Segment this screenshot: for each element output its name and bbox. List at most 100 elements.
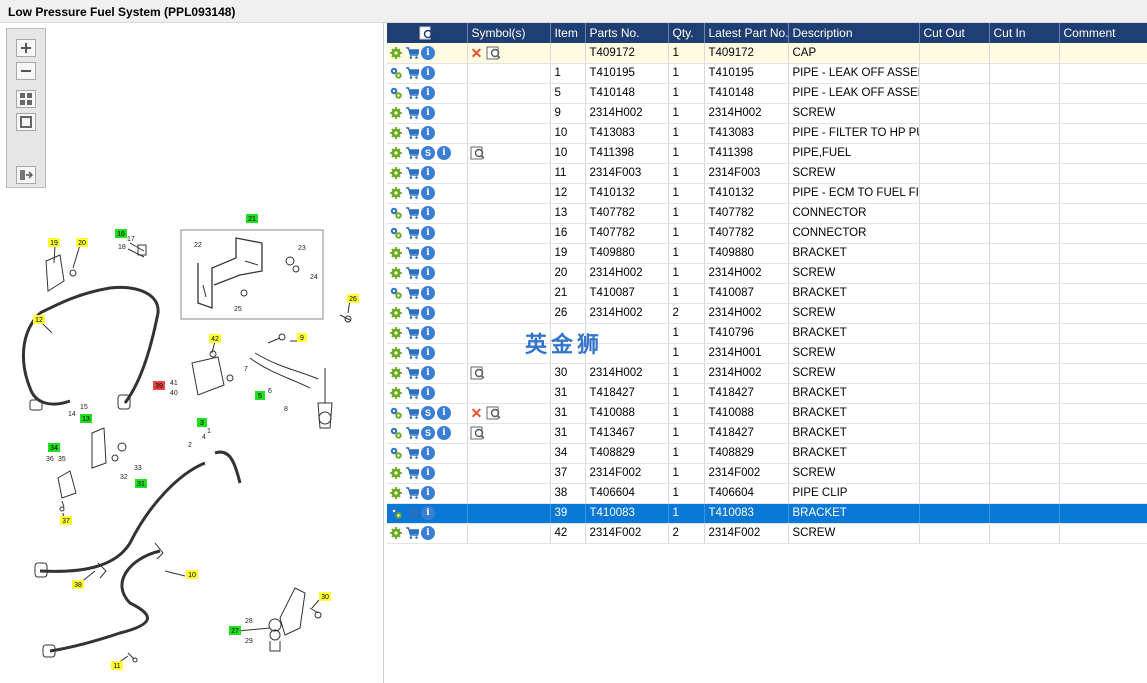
cart-icon[interactable] — [405, 106, 419, 120]
cart-icon[interactable] — [405, 426, 419, 440]
gear-icon[interactable] — [389, 306, 403, 320]
view-doc-icon[interactable] — [470, 146, 484, 160]
export-button[interactable] — [16, 166, 36, 184]
info-icon[interactable]: i — [421, 446, 435, 460]
callout-27[interactable]: 27 — [229, 626, 241, 635]
callout-42[interactable]: 42 — [209, 334, 221, 343]
info-icon[interactable]: i — [421, 386, 435, 400]
cart-icon[interactable] — [405, 286, 419, 300]
column-header-cut-out[interactable]: Cut Out — [919, 23, 990, 43]
callout-16[interactable]: 16 — [115, 229, 127, 238]
cart-icon[interactable] — [405, 406, 419, 420]
cart-icon[interactable] — [405, 186, 419, 200]
table-row[interactable]: i 16 T407782 1 T407782 CONNECTOR — [387, 223, 1147, 244]
gear-icon[interactable] — [389, 326, 403, 340]
info-icon[interactable]: i — [421, 246, 435, 260]
info-icon[interactable]: i — [421, 86, 435, 100]
gear-icon[interactable] — [389, 346, 403, 360]
view-doc-icon[interactable] — [486, 46, 500, 60]
gear-icon[interactable] — [389, 146, 403, 160]
cart-icon[interactable] — [405, 266, 419, 280]
table-row[interactable]: i 1 2314H001 SCREW — [387, 343, 1147, 364]
fit-all-button[interactable] — [16, 90, 36, 108]
cart-icon[interactable] — [405, 306, 419, 320]
info-icon[interactable]: i — [421, 226, 435, 240]
callout-26[interactable]: 26 — [347, 294, 359, 303]
callout-37[interactable]: 37 — [60, 516, 72, 525]
info-icon[interactable]: i — [437, 146, 451, 160]
table-row[interactable]: i ✕ T409172 1 T409172 CAP — [387, 43, 1147, 64]
table-row[interactable]: i 37 2314F002 1 2314F002 SCREW — [387, 463, 1147, 484]
info-icon[interactable]: i — [421, 286, 435, 300]
gear-icon[interactable] — [389, 166, 403, 180]
cart-icon[interactable] — [405, 206, 419, 220]
gear-icon[interactable] — [389, 486, 403, 500]
multi-gear-icon[interactable] — [389, 446, 403, 460]
callout-12[interactable]: 12 — [33, 315, 45, 324]
gear-icon[interactable] — [389, 186, 403, 200]
callout-38[interactable]: 38 — [72, 580, 84, 589]
gear-icon[interactable] — [389, 266, 403, 280]
column-header-comment[interactable]: Comment — [1059, 23, 1147, 43]
zoom-out-button[interactable] — [16, 62, 36, 80]
exploded-parts-diagram[interactable]: 19 20 16 21 26 12 42 9 39 5 13 3 34 31 3… — [0, 183, 384, 683]
cart-icon[interactable] — [405, 146, 419, 160]
table-row[interactable]: i 13 T407782 1 T407782 CONNECTOR — [387, 203, 1147, 224]
table-row[interactable]: i 31 T418427 1 T418427 BRACKET — [387, 383, 1147, 404]
info-icon[interactable]: i — [421, 466, 435, 480]
table-row[interactable]: i 19 T409880 1 T409880 BRACKET — [387, 243, 1147, 264]
multi-gear-icon[interactable] — [389, 86, 403, 100]
gear-icon[interactable] — [389, 246, 403, 260]
table-row[interactable]: i 30 2314H002 1 2314H002 SCREW — [387, 363, 1147, 384]
gear-icon[interactable] — [389, 106, 403, 120]
table-row[interactable]: i 1 T410796 BRACKET — [387, 323, 1147, 344]
remove-icon[interactable]: ✕ — [470, 405, 483, 421]
callout-21[interactable]: 21 — [246, 214, 258, 223]
cart-icon[interactable] — [405, 226, 419, 240]
gear-icon[interactable] — [389, 526, 403, 540]
callout-39[interactable]: 39 — [153, 381, 165, 390]
column-header-description[interactable]: Description — [788, 23, 920, 43]
cart-icon[interactable] — [405, 466, 419, 480]
table-row[interactable]: i 39 T410083 1 T410083 BRACKET — [387, 503, 1147, 524]
column-header-item[interactable]: Item — [550, 23, 586, 43]
cart-icon[interactable] — [405, 386, 419, 400]
view-doc-icon[interactable] — [486, 406, 500, 420]
multi-gear-icon[interactable] — [389, 286, 403, 300]
info-icon[interactable]: i — [421, 186, 435, 200]
table-row[interactable]: i 34 T408829 1 T408829 BRACKET — [387, 443, 1147, 464]
actual-size-button[interactable] — [16, 113, 36, 131]
info-icon[interactable]: i — [437, 426, 451, 440]
callout-13[interactable]: 13 — [80, 414, 92, 423]
cart-icon[interactable] — [405, 486, 419, 500]
callout-3[interactable]: 3 — [197, 418, 207, 427]
table-row[interactable]: i 11 2314F003 1 2314F003 SCREW — [387, 163, 1147, 184]
cart-icon[interactable] — [405, 506, 419, 520]
cart-icon[interactable] — [405, 166, 419, 180]
multi-gear-icon[interactable] — [389, 506, 403, 520]
info-icon[interactable]: i — [421, 346, 435, 360]
column-header-cut-in[interactable]: Cut In — [989, 23, 1060, 43]
table-row[interactable]: i 20 2314H002 1 2314H002 SCREW — [387, 263, 1147, 284]
multi-gear-icon[interactable] — [389, 226, 403, 240]
callout-31[interactable]: 31 — [135, 479, 147, 488]
info-icon[interactable]: i — [421, 366, 435, 380]
gear-icon[interactable] — [389, 366, 403, 380]
view-doc-icon[interactable] — [470, 426, 484, 440]
info-icon[interactable]: i — [421, 106, 435, 120]
column-header-symbols[interactable]: Symbol(s) — [467, 23, 551, 43]
table-row[interactable]: i 26 2314H002 2 2314H002 SCREW — [387, 303, 1147, 324]
gear-icon[interactable] — [389, 386, 403, 400]
multi-gear-icon[interactable] — [389, 206, 403, 220]
cart-icon[interactable] — [405, 366, 419, 380]
column-header-icons[interactable] — [387, 23, 468, 43]
info-icon[interactable]: i — [421, 506, 435, 520]
callout-9[interactable]: 9 — [297, 333, 307, 342]
column-header-latest-part-no[interactable]: Latest Part No. — [704, 23, 789, 43]
service-icon[interactable]: S — [421, 406, 435, 420]
